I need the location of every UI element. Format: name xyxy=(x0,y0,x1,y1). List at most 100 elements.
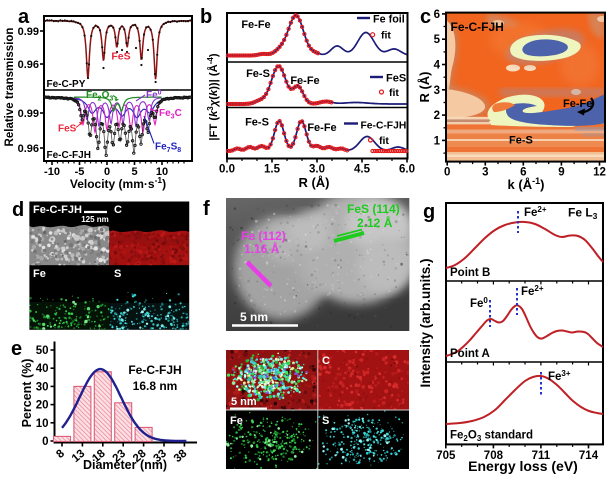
svg-text:Fe: Fe xyxy=(230,415,243,427)
svg-text:Fe-C-FJH: Fe-C-FJH xyxy=(128,363,181,377)
svg-text:-10: -10 xyxy=(44,166,60,178)
svg-text:FeS: FeS xyxy=(386,73,406,85)
svg-text:Fe-C-FJH: Fe-C-FJH xyxy=(47,150,91,161)
svg-text:S: S xyxy=(322,415,329,427)
svg-text:Fe2+: Fe2+ xyxy=(521,284,544,298)
svg-text:FeS: FeS xyxy=(58,124,77,135)
svg-text:Fe0: Fe0 xyxy=(146,90,162,102)
svg-text:k (Å-1): k (Å-1) xyxy=(508,176,545,192)
svg-text:4.5: 4.5 xyxy=(354,164,371,176)
svg-text:Energy loss (eV): Energy loss (eV) xyxy=(468,458,578,474)
svg-text:5 nm: 5 nm xyxy=(231,396,257,408)
svg-text:714: 714 xyxy=(579,450,599,462)
svg-text:705: 705 xyxy=(436,450,456,462)
svg-text:3: 3 xyxy=(482,167,488,179)
svg-text:Fe7S8: Fe7S8 xyxy=(155,142,181,155)
svg-text:10: 10 xyxy=(36,418,49,430)
svg-text:|FT (k3χ(k))| (Å-4): |FT (k3χ(k))| (Å-4) xyxy=(206,53,220,140)
svg-text:S: S xyxy=(114,268,121,280)
svg-text:Point B: Point B xyxy=(450,267,490,279)
svg-text:1.5: 1.5 xyxy=(264,164,281,176)
svg-text:30: 30 xyxy=(36,381,49,393)
svg-text:fit: fit xyxy=(381,30,391,42)
svg-text:Fe-C-PY: Fe-C-PY xyxy=(47,79,86,90)
svg-text:20: 20 xyxy=(36,400,49,412)
svg-text:Fe-S: Fe-S xyxy=(509,135,533,147)
svg-text:Fe-Fe: Fe-Fe xyxy=(290,75,319,87)
svg-text:e: e xyxy=(11,338,22,360)
svg-text:Percent (%): Percent (%) xyxy=(20,359,34,428)
svg-text:R (Å): R (Å) xyxy=(298,175,329,190)
svg-text:f: f xyxy=(203,198,210,220)
svg-text:Fe-C-FJH: Fe-C-FJH xyxy=(451,20,504,34)
svg-text:0.96: 0.96 xyxy=(18,59,39,71)
svg-text:2: 2 xyxy=(434,110,440,122)
svg-text:FeS (114): FeS (114) xyxy=(347,202,400,216)
svg-text:9: 9 xyxy=(558,167,564,179)
svg-text:0: 0 xyxy=(104,166,110,178)
svg-text:6.0: 6.0 xyxy=(399,164,415,176)
svg-text:Fe-Fe: Fe-Fe xyxy=(307,122,336,134)
svg-text:Fe-S: Fe-S xyxy=(246,68,270,80)
svg-text:40: 40 xyxy=(36,363,49,375)
svg-text:fit: fit xyxy=(379,135,389,147)
svg-text:3.0: 3.0 xyxy=(309,164,325,176)
svg-text:0.96: 0.96 xyxy=(18,143,39,155)
svg-text:d: d xyxy=(12,199,24,221)
svg-text:1: 1 xyxy=(434,135,441,147)
svg-text:10: 10 xyxy=(156,166,168,178)
svg-text:Fe-S: Fe-S xyxy=(245,117,269,129)
svg-text:g: g xyxy=(423,201,435,223)
svg-text:0: 0 xyxy=(42,436,48,448)
svg-text:Fe (112): Fe (112) xyxy=(241,229,286,243)
svg-text:C: C xyxy=(114,204,122,216)
svg-text:5 nm: 5 nm xyxy=(240,310,268,324)
svg-text:a: a xyxy=(18,6,30,28)
svg-text:0.99: 0.99 xyxy=(18,26,39,38)
svg-text:b: b xyxy=(200,6,212,28)
svg-text:Fe3+: Fe3+ xyxy=(548,369,571,383)
svg-text:16.8 nm: 16.8 nm xyxy=(133,379,178,393)
svg-text:-5: -5 xyxy=(75,166,85,178)
svg-text:0.99: 0.99 xyxy=(18,108,39,120)
svg-text:3: 3 xyxy=(434,85,440,97)
svg-text:Fe2O3 standard: Fe2O3 standard xyxy=(450,430,533,444)
svg-text:Fe2+: Fe2+ xyxy=(524,205,547,219)
svg-text:2.12 Å: 2.12 Å xyxy=(357,215,393,230)
svg-text:FeS: FeS xyxy=(111,51,130,63)
svg-text:Fe-C-FJH: Fe-C-FJH xyxy=(33,204,82,216)
svg-text:Diameter (nm): Diameter (nm) xyxy=(83,458,167,472)
svg-text:5: 5 xyxy=(131,166,137,178)
svg-text:Fe3C: Fe3C xyxy=(159,108,182,121)
svg-text:50: 50 xyxy=(36,345,49,357)
svg-text:Fe foil: Fe foil xyxy=(373,14,405,26)
svg-text:4: 4 xyxy=(434,60,441,72)
svg-text:Intensity (arb.units.): Intensity (arb.units.) xyxy=(418,258,433,387)
svg-text:Fe L3: Fe L3 xyxy=(568,206,598,222)
svg-text:708: 708 xyxy=(484,450,504,462)
svg-text:5: 5 xyxy=(434,34,441,46)
svg-text:6: 6 xyxy=(434,9,440,21)
svg-text:8: 8 xyxy=(54,447,67,461)
svg-text:12: 12 xyxy=(593,167,606,179)
svg-text:Fe0: Fe0 xyxy=(470,296,488,310)
svg-text:Velocity (mm·s-1): Velocity (mm·s-1) xyxy=(70,175,166,191)
svg-text:38: 38 xyxy=(172,447,190,465)
svg-text:Fe2O3: Fe2O3 xyxy=(86,90,113,103)
svg-text:C: C xyxy=(322,355,330,367)
svg-text:125 nm: 125 nm xyxy=(81,215,109,224)
svg-text:c: c xyxy=(420,6,431,28)
svg-text:0.0: 0.0 xyxy=(219,164,235,176)
svg-text:Fe-Fe: Fe-Fe xyxy=(241,19,270,31)
svg-text:1.16 Å: 1.16 Å xyxy=(244,241,280,256)
svg-text:6: 6 xyxy=(520,167,526,179)
svg-text:Fe-Fe: Fe-Fe xyxy=(563,98,592,110)
svg-text:Fe-C-FJH: Fe-C-FJH xyxy=(361,121,407,132)
svg-text:fit: fit xyxy=(389,87,399,99)
svg-text:Point A: Point A xyxy=(450,348,490,360)
svg-text:711: 711 xyxy=(532,450,551,462)
svg-text:0: 0 xyxy=(444,167,450,179)
svg-text:R (Å): R (Å) xyxy=(417,71,432,102)
svg-text:Fe: Fe xyxy=(33,268,46,280)
svg-text:Relative transmission: Relative transmission xyxy=(4,28,16,147)
